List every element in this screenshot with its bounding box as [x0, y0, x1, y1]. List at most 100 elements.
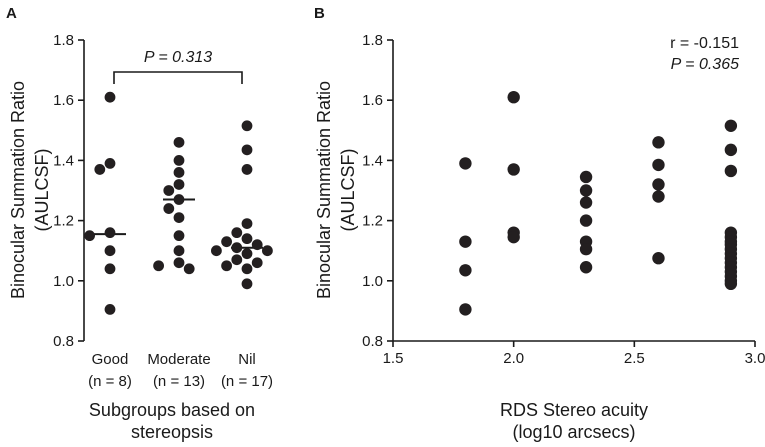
panel-b-letter: B — [314, 5, 325, 22]
panel-a-data-point — [241, 263, 253, 275]
panel-a-category-good: Good — [92, 351, 129, 368]
panel-b-data-point — [579, 184, 593, 197]
panel-b-data-point — [724, 277, 738, 291]
panel-a-data-point — [251, 257, 263, 269]
panel-b-y-tick-label: 1.2 — [362, 213, 383, 230]
panel-a-data-point — [221, 260, 233, 272]
panel-a-data-point — [241, 144, 253, 156]
panel-b-data-point — [507, 163, 520, 176]
panel-b-x-tick-label: 2.5 — [624, 350, 645, 367]
panel-a-data-point — [241, 120, 253, 132]
panel-a-data-point — [251, 239, 263, 251]
panel-a-data-point — [153, 260, 165, 272]
panel-a-ylabel-line2: (AULCSF) — [32, 148, 52, 231]
panel-b-xlabel-line2: (log10 arcsecs) — [512, 422, 635, 442]
panel-b-data-point — [652, 190, 665, 203]
panel-a-data-point — [183, 263, 195, 275]
panel-a-data-point — [241, 248, 253, 260]
panel-b-data-point — [579, 170, 593, 184]
panel-b-ylabel-line1: Binocular Summation Ratio — [314, 81, 334, 299]
panel-a-data-point — [104, 263, 116, 275]
panel-a-y-tick-label: 1.2 — [53, 213, 74, 230]
panel-b-data-point — [579, 261, 593, 274]
panel-a: A Binocular Summation Ratio (AULCSF) 0.8… — [6, 5, 273, 442]
panel-b-y-tick-label: 1.0 — [362, 273, 383, 290]
panel-b-data-point — [724, 119, 738, 132]
panel-a-data-point — [173, 167, 185, 178]
panel-a-ylabel-line1: Binocular Summation Ratio — [8, 81, 28, 299]
panel-a-bracket-label: P = 0.313 — [144, 49, 212, 66]
panel-a-data-point — [104, 227, 116, 239]
panel-a-data-point — [173, 212, 185, 223]
panel-a-xlabel-line1: Subgroups based on — [89, 400, 255, 420]
panel-a-data-point — [211, 245, 222, 257]
panel-b-correlation-p: P = 0.365 — [671, 56, 739, 73]
panel-b-y-tick-label: 0.8 — [362, 333, 383, 350]
panel-a-data-point — [104, 303, 116, 315]
panel-a-category-nil-n: (n = 17) — [221, 373, 273, 390]
panel-a-data-point — [173, 194, 185, 205]
panel-a-data-point — [173, 155, 185, 166]
panel-b-data-point — [507, 230, 520, 244]
panel-a-data-point — [163, 185, 175, 196]
panel-a-y-tick-label: 1.4 — [53, 152, 74, 169]
panel-a-category-moderate-n: (n = 13) — [153, 373, 205, 390]
panel-a-data-point — [241, 233, 253, 245]
panel-b-data-point — [652, 178, 665, 191]
panel-b-data-point — [724, 143, 738, 157]
panel-b-data-point — [459, 303, 472, 316]
panel-b-data-point — [459, 157, 472, 170]
panel-a-category-nil: Nil — [238, 351, 256, 368]
panel-a-category-good-n: (n = 8) — [88, 373, 132, 390]
panel-a-category-moderate: Moderate — [147, 351, 210, 368]
panel-a-y-tick-label: 1.8 — [53, 32, 74, 49]
panel-b-data-point — [507, 90, 520, 104]
panel-a-dots — [84, 91, 273, 315]
panel-a-significance-bracket — [113, 71, 243, 84]
panel-b-y-tick-label: 1.4 — [362, 152, 383, 169]
panel-b-y-tick-label: 1.8 — [362, 32, 383, 49]
panel-a-data-point — [221, 236, 233, 248]
panel-a-data-point — [94, 164, 106, 175]
panel-a-data-point — [231, 227, 243, 239]
panel-a-data-point — [241, 218, 253, 230]
panel-a-data-point — [173, 179, 185, 190]
panel-a-data-point — [173, 136, 185, 148]
panel-a-data-point — [104, 91, 116, 103]
panel-b-data-point — [579, 196, 593, 209]
panel-a-data-point — [84, 230, 95, 242]
panel-b-data-point — [579, 214, 593, 227]
panel-b-data-point — [579, 242, 593, 256]
panel-b-data-point — [652, 252, 665, 265]
panel-b-y-ticks: 0.8 1.0 1.2 1.4 1.6 1.8 — [362, 32, 393, 350]
panel-a-data-point — [241, 164, 253, 175]
panel-b-x-tick-label: 3.0 — [745, 350, 765, 367]
panel-a-y-tick-label: 1.6 — [53, 92, 74, 109]
panel-a-data-point — [104, 245, 116, 257]
panel-a-data-point — [231, 242, 243, 254]
panel-b-data-point — [652, 136, 665, 149]
panel-a-data-point — [262, 245, 273, 257]
panel-a-xlabel-line2: stereopsis — [131, 422, 213, 442]
panel-a-letter: A — [6, 5, 17, 22]
panel-a-data-point — [163, 203, 175, 214]
panel-a-y-tick-label: 0.8 — [53, 333, 74, 350]
panel-a-data-point — [173, 257, 185, 269]
panel-b-data-point — [459, 264, 472, 277]
panel-a-data-point — [241, 278, 253, 290]
panel-a-data-point — [104, 158, 116, 169]
panel-a-data-point — [231, 254, 243, 266]
panel-a-y-ticks: 0.8 1.0 1.2 1.4 1.6 1.8 — [53, 32, 84, 350]
panel-b-xlabel-line1: RDS Stereo acuity — [500, 400, 648, 420]
panel-b-ylabel-line2: (AULCSF) — [338, 148, 358, 231]
panel-b-data-point — [652, 158, 665, 172]
panel-b-x-tick-label: 2.0 — [503, 350, 524, 367]
panel-a-y-tick-label: 1.0 — [53, 273, 74, 290]
panel-b: B Binocular Summation Ratio (AULCSF) 0.8… — [314, 5, 765, 442]
panel-a-data-point — [173, 230, 185, 242]
panel-b-data-point — [724, 164, 738, 178]
panel-b-correlation-r: r = -0.151 — [670, 35, 739, 52]
panel-b-x-ticks: 1.5 2.0 2.5 3.0 — [383, 341, 765, 367]
panel-b-x-tick-label: 1.5 — [383, 350, 404, 367]
